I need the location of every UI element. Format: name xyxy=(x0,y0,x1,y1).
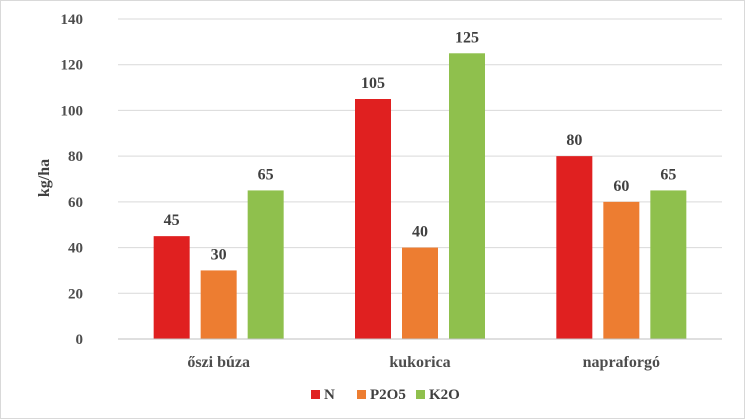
bar-n-2 xyxy=(556,156,593,339)
legend: N P2O5 K2O xyxy=(311,387,460,403)
legend-label: N xyxy=(324,387,335,403)
legend-swatch-n xyxy=(311,390,320,399)
legend-label: P2O5 xyxy=(370,387,406,403)
data-label: 105 xyxy=(361,75,385,92)
x-category-label: kukorica xyxy=(389,354,450,371)
y-tick-label: 100 xyxy=(61,103,84,119)
data-label: 40 xyxy=(412,224,428,241)
bar-n-0 xyxy=(153,236,190,339)
y-tick-label: 0 xyxy=(76,332,84,348)
data-label: 30 xyxy=(211,246,227,263)
data-label: 60 xyxy=(613,178,629,195)
data-label: 45 xyxy=(164,212,180,229)
bar-p2o5-2 xyxy=(603,201,640,339)
bar-k2o-1 xyxy=(449,53,485,340)
data-label: 65 xyxy=(258,166,274,183)
bar-n-1 xyxy=(355,99,391,339)
bar-k2o-2 xyxy=(650,190,687,339)
data-label: 65 xyxy=(660,166,676,183)
y-tick-label: 80 xyxy=(68,149,83,165)
x-axis-categories: őszi búza kukorica napraforgó xyxy=(187,354,660,371)
y-tick-label: 140 xyxy=(61,12,84,28)
bars xyxy=(153,53,687,340)
data-label: 125 xyxy=(455,29,479,46)
bar-p2o5-1 xyxy=(402,247,438,339)
y-tick-label: 40 xyxy=(68,241,83,257)
bar-k2o-0 xyxy=(247,190,284,339)
y-tick-label: 20 xyxy=(68,286,83,302)
legend-swatch-k2o xyxy=(416,390,425,399)
legend-label: K2O xyxy=(429,387,460,403)
y-axis-ticks: 0 20 40 60 80 100 120 140 xyxy=(61,12,84,348)
x-category-label: napraforgó xyxy=(583,354,660,371)
y-tick-label: 120 xyxy=(61,58,84,74)
data-labels: 45 30 65 105 40 125 80 60 65 xyxy=(164,29,677,263)
y-axis-title: kg/ha xyxy=(36,159,53,197)
bar-p2o5-0 xyxy=(200,270,237,339)
data-label: 80 xyxy=(566,132,582,149)
legend-swatch-p2o5 xyxy=(357,390,366,399)
y-tick-label: 60 xyxy=(68,195,83,211)
x-category-label: őszi búza xyxy=(187,354,250,371)
